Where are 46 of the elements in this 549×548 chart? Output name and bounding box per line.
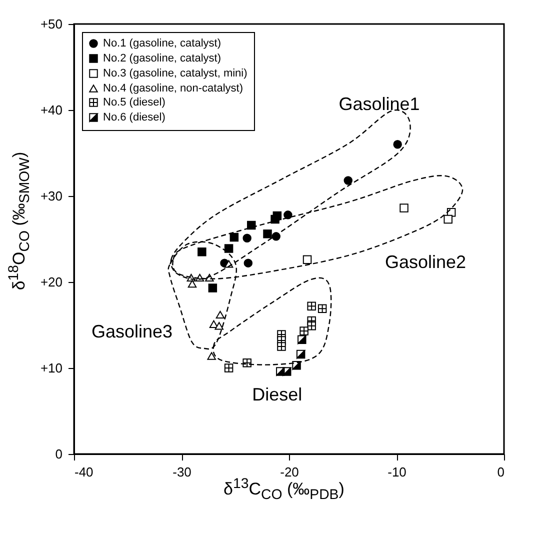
point [393,140,402,149]
point [302,255,312,264]
legend-label: No.4 (gasoline, non-catalyst) [103,82,244,94]
point [188,280,197,288]
x-tick-label: -40 [74,464,94,480]
point [300,326,308,336]
point [344,176,352,185]
y-tick-label: 0 [55,446,62,462]
point [198,248,206,256]
y-tick-label: +10 [40,360,62,376]
point [224,364,234,372]
point [292,361,301,370]
point [216,310,225,319]
point [272,211,282,220]
legend-label: No.5 (diesel) [103,96,166,108]
point [214,322,224,330]
point [277,342,286,351]
x-tick-label: -30 [172,464,192,480]
point [400,204,408,212]
point [207,352,216,360]
point [444,214,452,224]
legend-label: No.1 (gasoline, catalyst) [103,38,221,50]
point [284,210,292,220]
legend-label: No.2 (gasoline, catalyst) [103,52,221,64]
y-tick-label: +30 [40,188,62,204]
y-tick-label: +50 [40,16,62,32]
point [242,234,252,243]
y-tick-label: +20 [40,274,62,290]
annotation: Gasoline2 [384,252,466,272]
point [224,244,234,253]
point [296,350,306,359]
legend-label: No.3 (gasoline, catalyst, mini) [103,68,248,80]
point [230,232,239,242]
legend-label: No.6 (diesel) [103,112,166,124]
annotation: Gasoline1 [338,94,420,114]
annotation: Diesel [252,384,302,405]
x-tick-label: -10 [388,464,406,480]
point [307,302,316,310]
annotation: Gasoline3 [92,322,173,342]
x-tick-label: 0 [497,464,504,480]
point [298,335,306,344]
point [282,367,292,376]
point [263,229,272,238]
point [244,258,253,268]
point [208,284,218,292]
y-tick-label: +40 [40,102,62,118]
